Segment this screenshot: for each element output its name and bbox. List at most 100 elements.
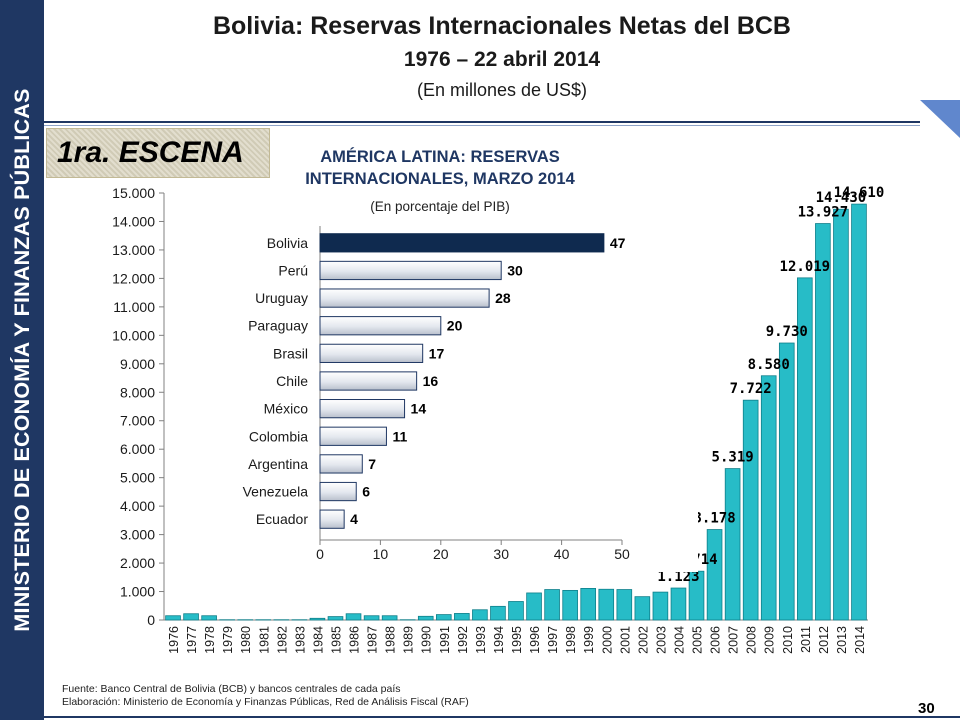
y-tick-label: 6.000 [120,441,155,457]
x-tick-label: 1976 [167,626,181,654]
x-tick-label: 2004 [672,626,686,654]
page-units: (En millones de US$) [416,80,588,100]
data-label: 1.123 [657,569,699,585]
bar [327,616,344,621]
header-divider [44,121,920,123]
inset-value-label: 7 [368,456,376,472]
y-tick-label: 0 [147,612,155,628]
bar [165,615,181,621]
x-tick-label: 2014 [853,626,867,654]
inset-category-label: Brasil [273,345,308,361]
y-tick-label: 1.000 [120,584,155,600]
y-tick-label: 14.000 [112,213,155,229]
bar [309,617,326,621]
x-tick-label: 2003 [654,626,668,654]
page-subtitle: 1976 – 22 abril 2014 [403,48,601,71]
x-tick-label: 1984 [311,626,325,654]
bar [472,609,488,621]
bar [724,468,741,621]
x-tick-label: 1994 [492,626,506,654]
inset-bar [319,399,406,419]
y-tick-label: 2.000 [120,555,155,571]
bar [562,589,578,621]
x-tick-label: 1982 [275,626,289,654]
bar [417,615,434,621]
data-label: 14.610 [834,185,885,201]
data-label: 8.580 [748,357,790,373]
inset-category-label: México [264,401,309,417]
bar [435,614,452,621]
x-tick-label: 1980 [239,626,253,654]
inset-x-tick-label: 30 [493,546,509,562]
inset-value-label: 28 [495,290,511,306]
bar [598,588,615,621]
bar [797,277,813,621]
bar [778,342,795,621]
bar [815,223,831,621]
x-tick-label: 1985 [329,626,343,654]
inset-value-label: 4 [350,511,358,527]
inset-value-label: 47 [610,235,626,251]
y-tick-label: 5.000 [120,470,155,486]
inset-bar [319,343,424,363]
inset-bar [319,371,418,391]
inset-value-label: 20 [447,318,463,334]
inset-category-label: Bolivia [267,235,308,251]
inset-category-label: Chile [276,373,308,389]
y-tick-label: 4.000 [120,498,155,514]
scene-badge: 1ra. ESCENA [46,128,270,178]
y-tick-label: 15.000 [112,185,155,201]
bar [616,589,633,621]
inset-x-tick-label: 0 [316,546,324,562]
x-tick-label: 1988 [384,626,398,654]
bar [706,529,723,621]
inset-bar [319,260,502,281]
bar [454,613,470,621]
x-tick-label: 1978 [203,626,217,654]
x-tick-label: 2002 [636,626,650,654]
x-tick-label: 1981 [257,626,271,654]
inset-value-label: 14 [411,401,427,417]
y-tick-label: 3.000 [120,527,155,543]
x-tick-label: 2005 [691,626,705,654]
bar [490,605,506,621]
data-label: 13.927 [798,205,849,221]
y-tick-label: 9.000 [120,356,155,372]
x-tick-label: 2013 [835,626,849,654]
inset-title-line-1: AMÉRICA LATINA: RESERVAS [320,148,560,166]
data-label: 7.722 [730,381,772,397]
inset-bar [319,481,357,502]
y-tick-label: 12.000 [112,270,155,286]
header-divider-thin [44,125,920,126]
x-tick-label: 2007 [727,626,741,654]
y-tick-label: 10.000 [112,327,155,343]
inset-category-label: Venezuela [243,484,309,500]
data-label: 14.430 [816,190,867,206]
footer-notes: Fuente: Banco Central de Bolivia (BCB) y… [62,683,469,709]
y-tick-label: 11.000 [113,299,155,315]
inset-bar [319,288,490,308]
x-tick-label: 1993 [474,626,488,654]
y-tick-label: 7.000 [120,413,155,429]
x-tick-label: 1979 [221,626,235,654]
inset-x-tick-label: 20 [433,546,449,562]
inset-panel [176,140,698,572]
bar [345,613,362,621]
page-title: Bolivia: Reservas Internacionales Netas … [212,12,791,40]
bar [580,588,597,621]
inset-bar [319,509,345,529]
x-tick-label: 1977 [185,626,199,654]
x-tick-label: 2009 [763,626,777,654]
bar [526,592,542,621]
inset-value-label: 17 [429,345,445,361]
footer-elaboration: Elaboración: Ministerio de Economía y Fi… [62,696,469,708]
data-label: 3.178 [693,511,735,527]
x-tick-label: 2010 [781,626,795,654]
bar [381,615,398,621]
y-tick-label: 13.000 [112,242,155,258]
x-tick-label: 1983 [293,626,307,654]
bar [670,587,687,621]
bar [851,203,867,621]
inset-value-label: 30 [507,262,523,278]
